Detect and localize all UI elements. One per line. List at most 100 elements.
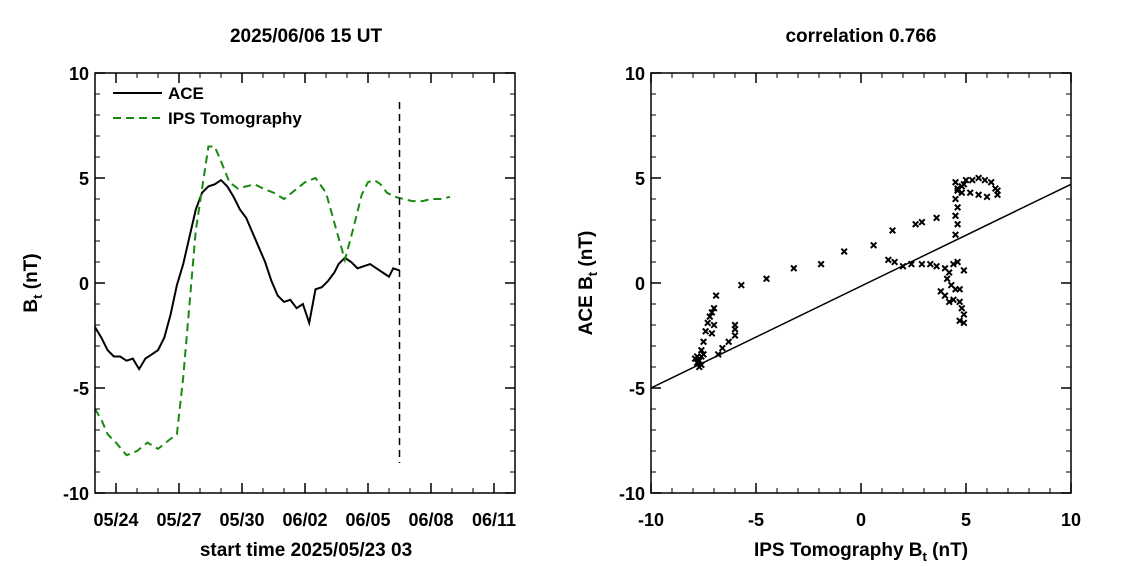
scatter-point	[693, 352, 701, 361]
scatter-point-stroke	[926, 260, 934, 268]
scatter-point-stroke	[954, 220, 962, 228]
scatter-point	[949, 296, 957, 304]
scatter-point	[840, 247, 848, 256]
left-x-axis-label: start time 2025/05/23 03	[200, 540, 412, 561]
scatter-point	[960, 319, 968, 327]
scatter-point-stroke	[699, 350, 708, 358]
scatter-point-stroke	[937, 287, 945, 295]
scatter-point-stroke	[956, 298, 964, 306]
scatter-point	[966, 189, 974, 197]
scatter-point-stroke	[958, 189, 966, 197]
scatter-point	[762, 275, 771, 283]
right-x-axis-label: IPS Tomography Bt (nT)	[754, 540, 968, 564]
scatter-point	[907, 260, 915, 268]
right-y-tick-label: 0	[635, 274, 645, 294]
right-x-tick-label: 0	[856, 510, 866, 530]
scatter-point	[790, 264, 798, 272]
scatter-point	[737, 281, 745, 289]
scatter-point-stroke	[762, 275, 771, 283]
scatter-point	[704, 319, 712, 327]
scatter-point	[888, 226, 897, 235]
scatter-point	[987, 178, 995, 186]
left-x-tick-label: 05/24	[93, 510, 138, 530]
scatter-point-stroke	[710, 321, 718, 329]
scatter-point	[951, 178, 960, 186]
scatter-point-stroke	[956, 317, 964, 325]
scatter-point-stroke	[945, 298, 953, 306]
scatter-point-stroke	[888, 226, 897, 235]
scatter-point	[708, 329, 716, 337]
left-y-tick-label: -5	[73, 379, 89, 399]
scatter-point-stroke	[718, 344, 726, 352]
scatter-point	[891, 258, 899, 266]
scatter-point	[956, 285, 964, 293]
scatter-point-stroke	[933, 214, 941, 222]
right-y-axis-label: ACE Bt (nT)	[576, 231, 600, 336]
scatter-point	[958, 189, 966, 197]
scatter-point	[981, 176, 989, 184]
left-y-tick-label: -10	[63, 484, 89, 504]
scatter-point	[870, 241, 878, 249]
scatter-chart: correlation 0.766 -10 -5 0 5 10 -10 -5 0 5 10 IP…	[576, 26, 1081, 564]
scatter-point	[951, 195, 960, 203]
scatter-point-stroke	[933, 262, 941, 270]
scatter-point	[912, 220, 920, 228]
scatter-point-stroke	[704, 319, 712, 327]
scatter-point	[926, 260, 934, 268]
scatter-point-stroke	[731, 331, 739, 340]
right-x-tick-label: 10	[1061, 510, 1081, 530]
scatter-point	[945, 268, 953, 277]
scatter-point	[956, 317, 964, 325]
scatter-point-stroke	[884, 256, 892, 264]
scatter-point	[954, 203, 962, 211]
scatter-point-stroke	[960, 266, 968, 274]
scatter-point-stroke	[958, 304, 966, 312]
scatter-point-stroke	[968, 176, 976, 184]
scatter-point	[960, 180, 968, 188]
right-chart-title: correlation 0.766	[785, 26, 936, 47]
left-x-tick-label: 05/30	[219, 510, 264, 530]
scatter-point-stroke	[918, 260, 926, 268]
scatter-point-stroke	[943, 275, 951, 283]
scatter-point	[918, 260, 926, 268]
scatter-point	[937, 287, 945, 295]
scatter-point	[983, 193, 991, 201]
scatter-point-stroke	[710, 304, 718, 312]
scatter-point-stroke	[949, 260, 957, 268]
left-chart-title: 2025/06/06 15 UT	[230, 26, 383, 47]
scatter-point	[708, 308, 716, 316]
left-y-tick-label: 0	[79, 274, 89, 294]
scatter-point-stroke	[697, 346, 705, 354]
scatter-point-stroke	[907, 260, 915, 268]
scatter-point	[725, 338, 733, 346]
scatter-point-stroke	[947, 281, 955, 289]
scatter-point	[699, 350, 708, 358]
left-plot-frame	[94, 72, 516, 494]
scatter-point-stroke	[993, 187, 1002, 195]
scatter-point-stroke	[706, 313, 714, 321]
scatter-point	[710, 321, 718, 329]
scatter-point	[712, 292, 720, 300]
scatter-point	[943, 275, 951, 283]
scatter-point-stroke	[918, 218, 926, 226]
left-y-tick-label: 10	[69, 64, 89, 84]
scatter-point	[817, 260, 825, 268]
scatter-point-stroke	[951, 195, 960, 203]
scatter-point	[695, 357, 703, 365]
scatter-point-stroke	[725, 338, 733, 346]
scatter-point	[949, 260, 957, 268]
scatter-point	[899, 262, 907, 270]
left-y-tick-label: 5	[79, 169, 89, 189]
scatter-point-stroke	[960, 310, 968, 319]
scatter-point-stroke	[699, 338, 708, 346]
scatter-point	[702, 327, 710, 335]
right-y-tick-label: 10	[625, 64, 645, 84]
scatter-point	[933, 214, 941, 222]
ips-tomography-series-line	[94, 145, 451, 457]
scatter-point	[731, 321, 739, 329]
scatter-point	[975, 191, 983, 199]
time-series-chart: 2025/06/06 15 UT 05/24 05/27 05/30 06/02 06/…	[21, 26, 516, 561]
scatter-point-stroke	[975, 174, 983, 182]
right-x-tick-label: 5	[961, 510, 971, 530]
